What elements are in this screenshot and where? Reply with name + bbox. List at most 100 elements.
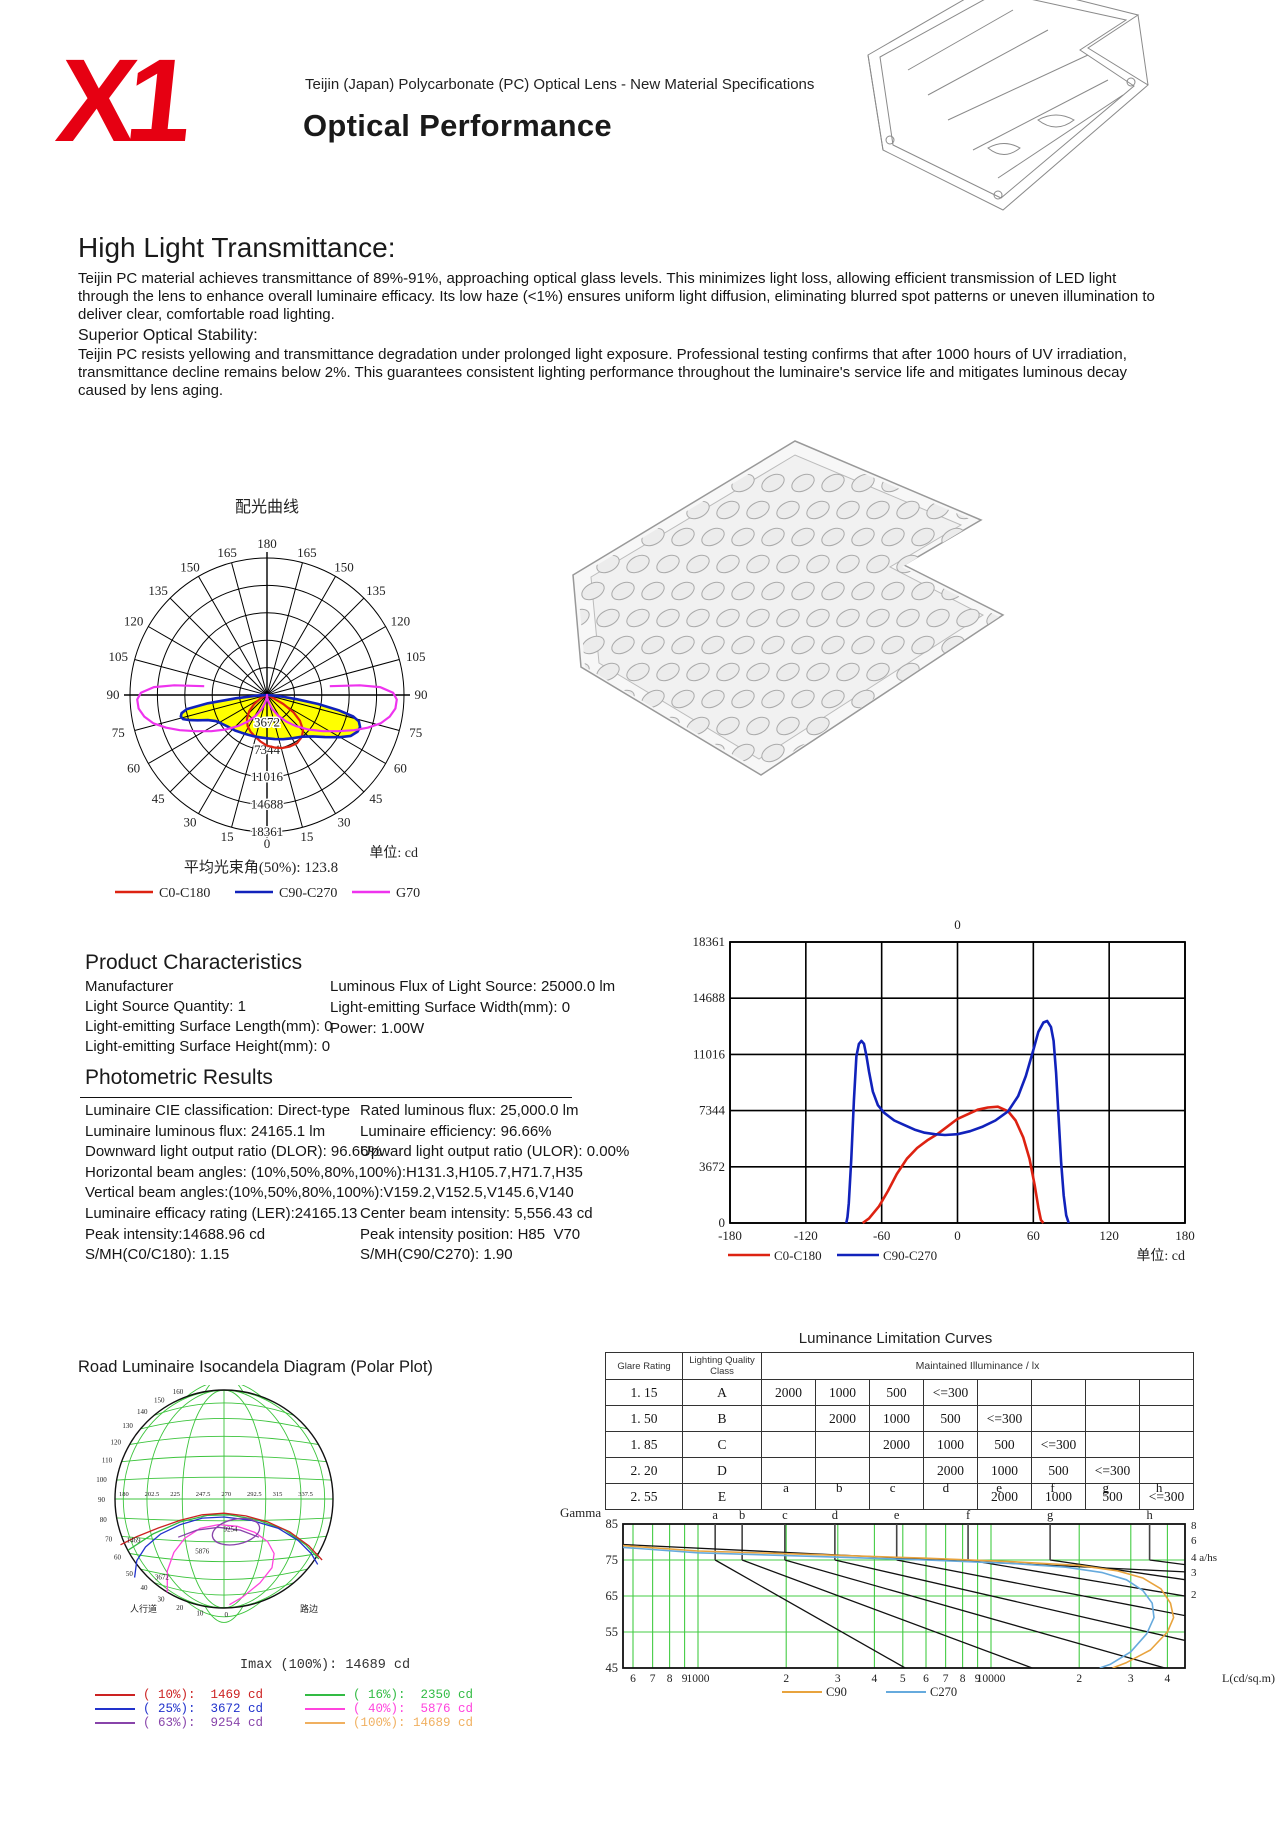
x-tick-label: 3 (1128, 1673, 1134, 1685)
photometric-result: Luminaire CIE classification: Direct-typ… (85, 1102, 351, 1119)
x-tick-label: 6 (923, 1673, 929, 1685)
equator-label: 202.5 (145, 1491, 160, 1498)
photometric-result: Luminaire efficacy rating (LER):24165.13 (85, 1205, 358, 1222)
iso-legend-entry: ( 25%): 3672 cd (143, 1702, 264, 1716)
x-tick-label: -60 (873, 1228, 890, 1243)
y-tick-label: 75 (606, 1553, 619, 1567)
legend-label: C90 (826, 1685, 847, 1699)
roadside-label: 路边 (300, 1603, 318, 1614)
polar-ring-label: 3672 (254, 714, 280, 729)
isocandela-sphere-chart: 0 10 20 30 40 50 60 70 80 90 100 110 120 130 140 150 160… (96, 1385, 334, 1623)
subheading-optical-stability: Superior Optical Stability: (78, 327, 258, 344)
right-tick-label: 4 a/hs (1191, 1552, 1217, 1564)
iso-legend-entry: ( 63%): 9254 cd (143, 1716, 264, 1730)
polar-ring-label: 7344 (254, 742, 281, 757)
curve-letter: c (782, 1508, 788, 1522)
polar-angle-label: 120 (391, 614, 411, 629)
y-tick-label: 7344 (699, 1103, 726, 1118)
latitude-label: 160 (173, 1388, 184, 1396)
right-tick-label: 8 (1191, 1520, 1197, 1532)
x-tick-label: 7 (943, 1673, 949, 1685)
photometric-result: Vertical beam angles:(10%,50%,80%,100%):… (85, 1184, 574, 1202)
lens-product-image (572, 440, 1005, 776)
contour-value-label: 3672 (155, 1574, 170, 1582)
iso-legend-swatch (305, 1708, 345, 1710)
polar-series-C0-C180 (245, 693, 305, 750)
table-cell: 2000 (815, 1405, 870, 1432)
photometric-result: Peak intensity position: H85 V70 (360, 1225, 581, 1243)
imax-label: Imax (100%): 14689 cd (240, 1658, 411, 1673)
photometric-result: Rated luminous flux: 25,000.0 lm (360, 1102, 579, 1119)
table-cell (761, 1405, 816, 1432)
light-distribution-polar-chart: 配光曲线 0 15 15 30 30 45 45 60 60 75 75 90 90 105 105 120 12… (107, 498, 428, 901)
table-cell: 500 (923, 1405, 978, 1432)
table-cell: <=300 (977, 1405, 1032, 1432)
polar-angle-label: 180 (257, 536, 277, 551)
latitude-label: 50 (126, 1570, 134, 1578)
optical-stability-paragraph: Teijin PC resists yellowing and transmit… (78, 346, 1127, 399)
table-cell: C (682, 1431, 762, 1458)
table-cell (815, 1431, 870, 1458)
photometric-result: Horizontal beam angles: (10%,50%,80%,100… (85, 1163, 583, 1181)
y-tick-label: 11016 (693, 1046, 726, 1061)
table-cell (815, 1483, 870, 1510)
product-characteristic: Light-emitting Surface Length(mm): 0 (85, 1018, 333, 1035)
legend-label: C0-C180 (774, 1248, 822, 1263)
polar-angle-label: 150 (334, 560, 354, 575)
curve-letter: g (1047, 1508, 1054, 1522)
table-cell: 1. 85 (605, 1431, 683, 1458)
x-tick-label: 8 (667, 1673, 673, 1685)
contour-value-label: 5876 (195, 1548, 210, 1556)
y-tick-label: 3672 (699, 1159, 725, 1174)
beam-angle-label: 平均光束角(50%): 123.8 (184, 859, 338, 876)
limitation-curves-title: Luminance Limitation Curves (798, 1330, 993, 1347)
table-cell: 500 (1085, 1483, 1140, 1510)
equator-label: 180 (119, 1491, 129, 1498)
table-cell (1139, 1379, 1194, 1406)
curve-letter: b (739, 1508, 745, 1522)
polar-angle-label: 105 (406, 649, 426, 664)
latitude-label: 110 (102, 1457, 113, 1465)
header-tagline: Teijin (Japan) Polycarbonate (PC) Optica… (305, 76, 815, 93)
product-characteristic: Light Source Quantity: 1 (85, 998, 246, 1015)
table-cell (1031, 1405, 1086, 1432)
latitude-label: 120 (110, 1439, 121, 1447)
polar-angle-label: 30 (338, 814, 351, 829)
c-plane-label: 0 (954, 917, 961, 932)
iso-legend-entry: (100%): 14689 cd (353, 1716, 474, 1730)
curve-letter: h (1146, 1508, 1153, 1522)
table-cell: 1000 (923, 1431, 978, 1458)
table-cell: 2000 (977, 1483, 1032, 1510)
polar-ring-label: 14688 (251, 797, 284, 812)
right-tick-label: 6 (1191, 1535, 1197, 1547)
latitude-label: 30 (158, 1596, 166, 1604)
table-cell (815, 1457, 870, 1484)
latitude-label: 20 (176, 1604, 184, 1612)
latitude-label: 40 (141, 1584, 149, 1592)
series-C90 (623, 1544, 1175, 1668)
limitation-table: Glare Rating Lighting Quality Class Mainta… (605, 1352, 1194, 1510)
polar-angle-label: 75 (409, 725, 422, 740)
column-letter: f (1050, 1480, 1055, 1495)
contour-value-label: 1469 (127, 1537, 142, 1545)
x-tick-label: 180 (1175, 1228, 1195, 1243)
right-tick-label: 2 (1191, 1589, 1197, 1601)
x-tick-label: 0 (954, 1228, 961, 1243)
table-cell: D (682, 1457, 762, 1484)
polar-angle-label: 30 (184, 814, 197, 829)
x-tick-label: 9 (682, 1673, 688, 1685)
x-tick-label: 9 (975, 1673, 981, 1685)
polar-series-C90-C270 (179, 693, 362, 741)
table-cell: 2000 (869, 1431, 924, 1458)
table-cell (869, 1483, 924, 1510)
polar-angle-label: 15 (300, 829, 313, 844)
photometric-result: S/MH(C90/C270): 1.90 (360, 1246, 513, 1264)
x-tick-label: 4 (1165, 1673, 1171, 1685)
y-tick-label: 55 (606, 1625, 619, 1639)
right-tick-label: 3 (1191, 1567, 1197, 1579)
latitude-label: 150 (154, 1396, 165, 1404)
unit-label: 单位: cd (1136, 1248, 1185, 1264)
table-cell: 1000 (977, 1457, 1032, 1484)
polar-angle-label: 165 (297, 545, 317, 560)
